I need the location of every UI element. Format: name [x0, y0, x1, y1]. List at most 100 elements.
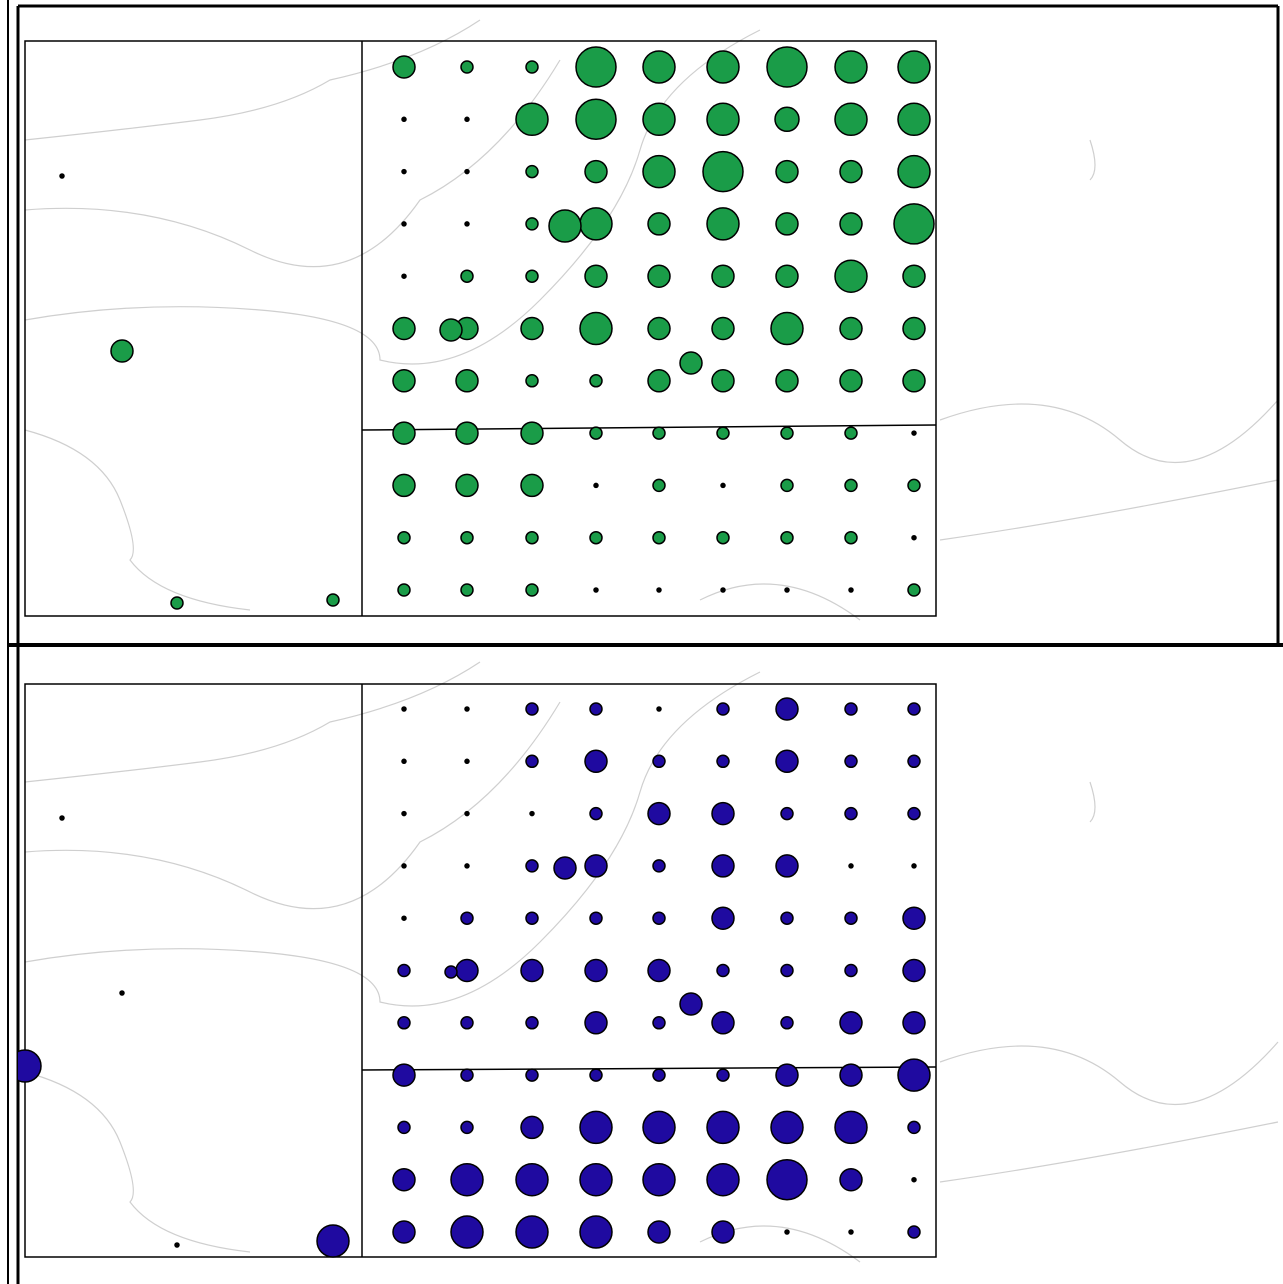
bubble — [525, 911, 539, 925]
bubble — [584, 264, 608, 288]
bubble — [401, 706, 407, 712]
bubble — [834, 1110, 868, 1145]
bubble — [907, 702, 921, 716]
bubble — [515, 1162, 549, 1197]
bubble — [579, 1110, 613, 1145]
bubble — [720, 587, 726, 593]
bubble — [548, 209, 582, 243]
bubble — [711, 316, 735, 341]
bubble — [460, 269, 474, 283]
bubble — [711, 854, 735, 878]
bubble — [780, 530, 794, 545]
bubble — [897, 102, 931, 137]
bubble — [59, 173, 65, 179]
bubble — [834, 259, 868, 293]
bubble — [525, 583, 539, 597]
bubble — [392, 1063, 416, 1087]
bubble — [460, 530, 474, 545]
bubble — [397, 530, 411, 545]
bubble — [656, 587, 662, 593]
bubble — [520, 473, 544, 498]
bubble — [455, 958, 479, 983]
bubble — [392, 1220, 416, 1244]
bubble — [525, 60, 539, 74]
bubble — [770, 1110, 804, 1145]
bubble — [848, 863, 854, 869]
bubble — [401, 273, 407, 279]
bubble — [652, 1016, 666, 1030]
bubble — [401, 915, 407, 921]
bubble — [716, 702, 730, 716]
bubble — [18, 1049, 42, 1083]
bubble — [780, 806, 794, 821]
bubble — [455, 421, 479, 445]
bubble — [174, 1242, 180, 1248]
bubble — [652, 754, 666, 769]
bubble — [525, 164, 539, 179]
bubble — [897, 154, 931, 189]
bubble — [525, 530, 539, 545]
bubble — [780, 426, 794, 440]
bubble — [584, 749, 608, 774]
bubble — [702, 150, 744, 193]
bubble — [397, 583, 411, 597]
bubble — [679, 992, 703, 1016]
bubble — [902, 264, 926, 288]
bubble — [780, 478, 794, 493]
bubble — [520, 958, 544, 983]
bubble — [766, 46, 808, 88]
bubble — [770, 311, 804, 346]
bubble — [652, 859, 666, 873]
bubble — [460, 1068, 474, 1082]
bubble — [589, 426, 603, 440]
bubble — [907, 583, 921, 597]
bubble — [401, 810, 407, 817]
bubble — [844, 754, 858, 769]
bubble — [584, 1011, 608, 1035]
bubble — [392, 1167, 416, 1192]
bubble — [397, 1120, 411, 1135]
bubble — [897, 1058, 931, 1092]
bubble — [575, 98, 617, 141]
bubble — [897, 50, 931, 84]
bubble — [589, 702, 603, 716]
bubble — [839, 1167, 863, 1192]
bubble — [647, 1220, 671, 1244]
bubble — [439, 318, 463, 342]
bubble — [780, 1016, 794, 1030]
bubble — [716, 530, 730, 545]
panel — [18, 697, 931, 1258]
bubble — [326, 593, 340, 607]
bubble — [844, 478, 858, 493]
bubble — [515, 102, 549, 137]
bubble — [902, 958, 926, 983]
bubble — [525, 269, 539, 283]
bubble — [834, 102, 868, 137]
bubble — [780, 911, 794, 925]
bubble — [110, 339, 134, 363]
bubble — [711, 801, 735, 826]
bubble — [711, 906, 735, 930]
bubble — [464, 221, 470, 227]
bubble — [401, 116, 407, 123]
bubble — [911, 863, 917, 869]
bubble — [784, 587, 790, 593]
bubble — [844, 426, 858, 440]
bubble — [844, 530, 858, 545]
bubble — [525, 702, 539, 716]
bubble — [392, 55, 416, 79]
bubble — [525, 217, 539, 231]
bubble — [839, 316, 863, 341]
bubble — [647, 264, 671, 288]
bubble — [529, 810, 535, 817]
bubble — [774, 106, 800, 133]
bubble — [464, 758, 470, 765]
bubble — [642, 1110, 676, 1145]
bubble — [775, 1063, 799, 1087]
bubble — [450, 1215, 484, 1249]
bubble — [706, 102, 740, 137]
bubble — [593, 587, 599, 593]
bubble — [584, 958, 608, 983]
bubble — [652, 1068, 666, 1082]
